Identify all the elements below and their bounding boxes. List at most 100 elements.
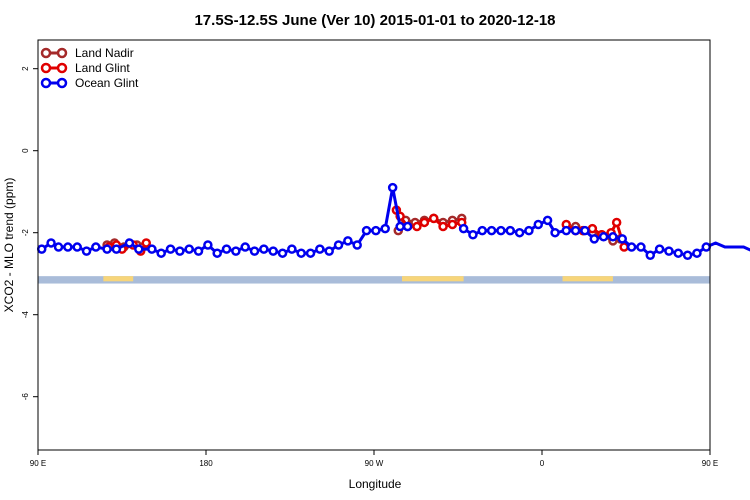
x-tick-label: 90 E: [702, 459, 718, 468]
ocean-glint-point: [124, 238, 135, 248]
ocean-glint-point: [63, 242, 73, 252]
ocean-glint-point: [402, 221, 413, 232]
ocean-glint-point: [542, 215, 553, 226]
ocean-glint-point: [636, 242, 646, 252]
ocean-glint-point: [231, 246, 241, 256]
ocean-glint-point: [296, 248, 306, 258]
ocean-glint-point: [505, 225, 516, 236]
ocean-glint-point: [654, 244, 665, 254]
ocean-glint-point: [561, 225, 572, 236]
ocean-glint-point: [496, 225, 506, 236]
ocean-strip: [38, 276, 710, 284]
ocean-glint-point: [395, 221, 405, 232]
ocean-glint-point: [458, 223, 469, 234]
ocean-glint-point: [259, 244, 269, 254]
y-tick-label: -4: [21, 311, 30, 319]
ocean-glint-point: [524, 225, 534, 236]
land-glint-point: [447, 219, 458, 230]
ocean-glint-point: [81, 246, 92, 256]
axes: 90 E 180 90 W 0 90 E 2 0 -2 -4 -6: [21, 66, 718, 468]
legend-ocean-glint-marker: [40, 77, 52, 89]
legend-land-nadir-marker: [40, 47, 52, 59]
y-tick-label: -2: [21, 229, 30, 237]
legend-land-glint-label: Land Glint: [75, 61, 130, 75]
ocean-glint-point: [221, 244, 232, 254]
ocean-glint-point: [249, 246, 260, 256]
ocean-glint-point: [682, 250, 693, 260]
ocean-glint-point: [361, 225, 372, 236]
ocean-glint-point: [193, 246, 204, 256]
ocean-glint-point: [343, 236, 353, 246]
land-glint-point: [428, 213, 439, 224]
ocean-glint-point: [53, 242, 64, 252]
ocean-glint-point: [165, 244, 176, 254]
ocean-glint-line: [40, 186, 408, 255]
ocean-glint-point: [701, 242, 712, 252]
ocean-glint-point: [333, 240, 344, 250]
ocean-glint-point: [277, 248, 288, 258]
land-glint-point: [611, 217, 622, 228]
y-tick-label: -6: [21, 393, 30, 401]
ocean-glint-point: [580, 225, 590, 236]
land-strip-segment: [562, 276, 613, 282]
ocean-glint-point: [147, 244, 157, 254]
ocean-glint-point: [46, 238, 56, 248]
ocean-glint-point: [287, 244, 297, 254]
ocean-glint-point: [305, 248, 316, 258]
land-glint-point: [587, 223, 598, 234]
ocean-glint-point: [212, 248, 222, 258]
ocean-glint-point: [315, 244, 325, 254]
ocean-glint-point: [664, 246, 674, 256]
x-tick-label: 0: [540, 459, 545, 468]
ocean-glint-point: [550, 227, 560, 238]
ocean-glint-point: [589, 234, 600, 244]
ocean-glint-point: [533, 219, 544, 230]
ocean-glint-point: [240, 242, 250, 252]
ocean-glint-point: [268, 246, 278, 256]
legend-ocean-glint-label: Ocean Glint: [75, 76, 139, 90]
ocean-glint-point: [324, 246, 334, 256]
ocean-glint-point: [102, 244, 112, 254]
ocean-glint-point: [514, 227, 525, 238]
ocean-glint-point: [111, 244, 122, 254]
ocean-glint-point: [626, 242, 637, 252]
ocean-glint-point: [608, 232, 618, 242]
ocean-glint-line: [462, 218, 750, 257]
ocean-glint-point: [645, 250, 656, 260]
x-tick-label: 90 E: [30, 459, 46, 468]
legend-land-nadir-marker: [56, 47, 68, 59]
ocean-glint-point: [203, 240, 213, 250]
land-strip-segment: [103, 276, 134, 282]
plot-area: [36, 182, 750, 284]
land-glint-point: [419, 217, 430, 228]
legend-ocean-glint-marker: [56, 77, 68, 89]
ocean-glint-point: [72, 242, 82, 252]
ocean-glint-point: [468, 230, 478, 240]
chart-title: 17.5S-12.5S June (Ver 10) 2015-01-01 to …: [194, 12, 555, 29]
ocean-glint-point: [617, 234, 628, 244]
ocean-glint-point: [352, 240, 362, 250]
x-tick-label: 180: [199, 459, 213, 468]
ocean-glint-point: [36, 244, 47, 254]
ocean-glint-point: [692, 248, 702, 258]
legend-land-nadir-label: Land Nadir: [75, 46, 134, 60]
ocean-glint-point: [371, 225, 381, 236]
x-tick-label: 90 W: [365, 459, 384, 468]
ocean-glint-point: [477, 225, 488, 236]
ocean-glint-point: [175, 246, 185, 256]
land-strip-segment: [402, 276, 464, 282]
ocean-glint-point: [380, 223, 390, 234]
land-glint-point: [141, 238, 152, 248]
legend-land-glint-marker: [56, 62, 68, 74]
ocean-glint-point: [673, 248, 684, 258]
ocean-glint-point: [184, 244, 194, 254]
ocean-glint-point: [570, 225, 581, 236]
ocean-glint-point: [387, 182, 398, 193]
ocean-glint-point: [598, 232, 609, 242]
y-tick-label: 0: [21, 148, 30, 153]
y-axis-label: XCO2 - MLO trend (ppm): [2, 178, 16, 313]
ocean-glint-point: [486, 225, 497, 236]
land-glint-point: [438, 221, 448, 232]
